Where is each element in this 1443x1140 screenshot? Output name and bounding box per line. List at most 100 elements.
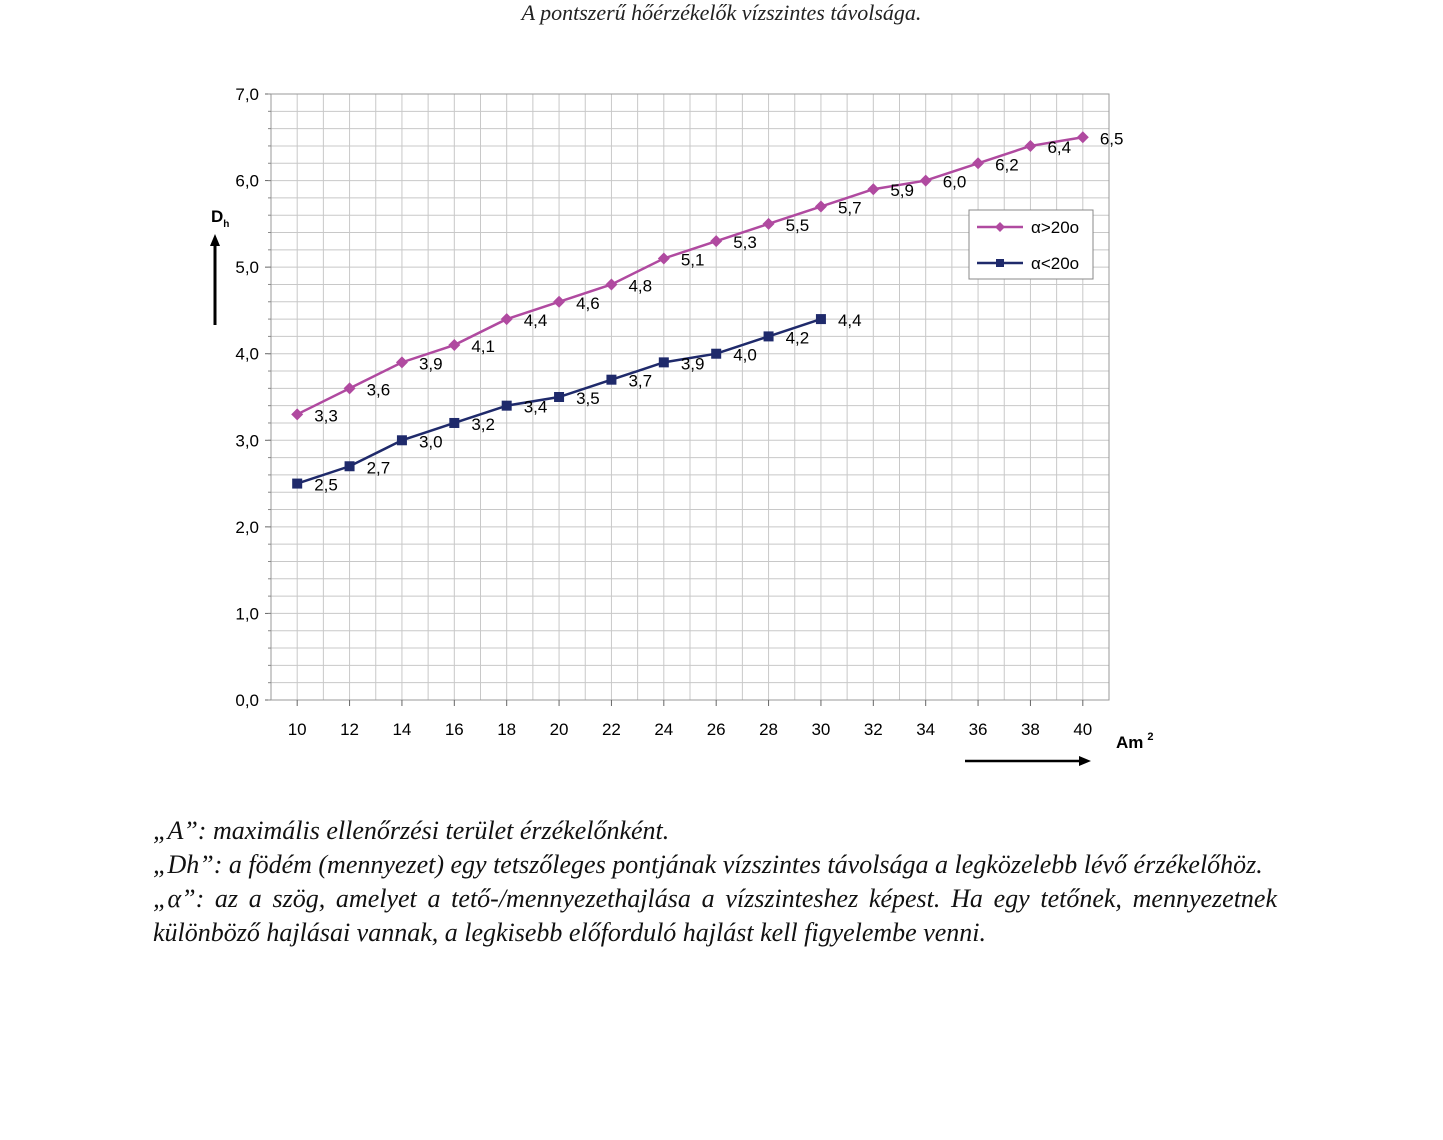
data-point-square [763,331,774,342]
data-point-diamond [605,278,618,291]
data-point-square [554,392,565,402]
data-label: 6,5 [1100,129,1124,148]
data-point-diamond [500,313,513,326]
x-tick-label: 30 [811,720,830,739]
legend-label-series-1: α>20o [1031,218,1079,237]
data-label: 6,0 [943,173,967,192]
data-label: 6,4 [1047,138,1071,157]
data-point-diamond [814,200,827,213]
y-tick-label: 4,0 [235,345,259,364]
data-label: 5,7 [838,199,862,218]
data-label: 4,4 [838,311,862,330]
line-chart: 0,0 1,0 2,0 3,0 4,0 5,0 6,0 7,0 10 12 14 16 18 20 22 24… [210,85,1154,766]
y-axis-label: Dh [211,207,229,230]
note-a: „A”: maximális ellenőrzési terület érzék… [153,816,670,845]
grid [270,93,1110,701]
x-axis-label: Am 2 [1116,731,1154,752]
x-tick-label: 38 [1021,720,1040,739]
x-tick-label: 34 [916,720,935,739]
data-label: 3,6 [367,380,391,399]
data-label: 4,6 [576,294,600,313]
x-tick-label: 28 [759,720,778,739]
data-point-diamond [710,235,723,248]
data-point-diamond [1024,139,1037,152]
data-label: 3,3 [314,406,338,425]
legend-box [968,209,1094,280]
data-point-square [711,348,722,359]
note-dh: „Dh”: a födém (mennyezet) egy tetszőlege… [153,850,1263,879]
series-layer [291,131,1089,489]
data-label: 3,5 [576,389,600,408]
x-tick-label: 32 [864,720,883,739]
x-tick-label: 36 [969,720,988,739]
data-label: 5,1 [681,250,705,269]
legend: α>20o α<20o [968,209,1094,280]
legend-marker-series-1 [995,222,1005,232]
data-label: 3,9 [419,354,443,373]
data-label: 3,2 [471,415,495,434]
y-axis-title: Dh [210,207,229,325]
data-point-square [344,461,355,472]
note-alpha: „α”: az a szög, amelyet a tető-/mennyeze… [153,884,1277,947]
data-label: 5,5 [786,216,810,235]
data-point-square [292,478,303,489]
data-point-diamond [291,408,304,421]
legend-marker-series-2 [996,259,1004,267]
data-label: 4,8 [628,276,652,295]
data-point-diamond [553,295,566,308]
data-label: 4,0 [733,346,757,365]
data-point-diamond [1076,131,1089,144]
data-point-diamond [395,356,408,369]
data-point-diamond [972,157,985,170]
x-tick-label: 18 [497,720,516,739]
data-point-diamond [657,252,670,265]
y-tick-label: 1,0 [235,604,259,623]
data-label: 5,3 [733,233,757,252]
data-point-square [396,435,407,446]
x-tick-label: 24 [654,720,673,739]
x-axis-title: Am 2 [965,731,1154,766]
data-label: 4,2 [786,328,810,347]
x-tick-label: 12 [340,720,359,739]
data-label: 5,9 [890,181,914,200]
data-point-diamond [762,217,775,230]
data-point-square [501,400,512,411]
figure-caption: A pontszerű hőérzékelők vízszintes távol… [521,0,922,25]
data-label: 2,5 [314,476,338,495]
y-tick-label: 2,0 [235,518,259,537]
y-tick-label: 6,0 [235,172,259,191]
data-label: 4,4 [524,311,548,330]
x-tick-label: 20 [550,720,569,739]
y-tick-label: 3,0 [235,431,259,450]
data-point-square [606,374,617,385]
y-tick-label: 7,0 [235,85,259,104]
x-tick-label: 26 [707,720,726,739]
data-point-square [815,314,826,325]
x-tick-label: 22 [602,720,621,739]
data-point-diamond [867,183,880,196]
data-labels: 3,3 3,6 3,9 4,1 4,4 4,6 4,8 5,1 5,3 5,5 5,7 5,9 6,0 6… [314,129,1123,494]
data-label: 3,4 [524,398,548,417]
data-point-diamond [919,174,932,187]
data-label: 3,0 [419,432,443,451]
data-label: 4,1 [471,337,495,356]
data-label: 6,2 [995,155,1019,174]
x-tick-label: 14 [392,720,411,739]
x-tick-label: 16 [445,720,464,739]
legend-label-series-2: α<20o [1031,254,1079,273]
y-tick-label: 5,0 [235,258,259,277]
y-axis-arrowhead [210,234,220,246]
x-tick-label: 10 [288,720,307,739]
data-label: 3,9 [681,354,705,373]
definitions: „A”: maximális ellenőrzési terület érzék… [153,814,1277,950]
data-point-diamond [343,382,356,395]
data-point-square [658,357,669,368]
axes: 0,0 1,0 2,0 3,0 4,0 5,0 6,0 7,0 10 12 14 16 18 20 22 24… [235,85,1110,739]
x-axis-arrowhead [1079,756,1091,766]
y-tick-label: 0,0 [235,691,259,710]
data-point-square [449,417,460,428]
series-line-1 [296,136,1084,416]
data-point-diamond [448,339,461,352]
plot-frame [270,93,1110,701]
data-label: 2,7 [367,458,391,477]
